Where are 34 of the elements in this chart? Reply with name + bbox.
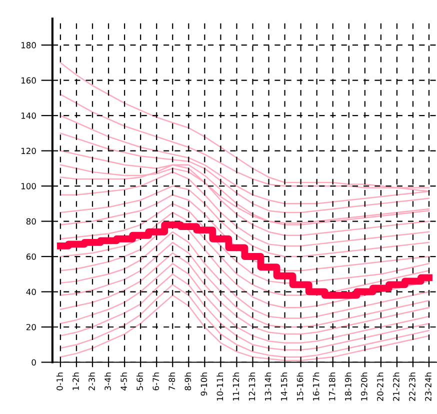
x-tick-label: 17-18h xyxy=(328,372,336,401)
x-tick-label: 2-3h xyxy=(88,372,95,390)
x-tick-label: 1-2h xyxy=(72,372,79,390)
y-tick-label: 120 xyxy=(21,148,36,154)
x-tick-label: 12-13h xyxy=(248,372,256,401)
x-tick-label: 14-15h xyxy=(280,372,288,401)
x-tick-label: 18-19h xyxy=(344,372,352,401)
x-tick-label: 20-21h xyxy=(376,372,384,401)
y-tick-label: 20 xyxy=(26,324,36,330)
x-tick-label: 16-17h xyxy=(312,372,320,401)
x-tick-label: 7-8h xyxy=(168,372,176,390)
x-tick-label: 8-9h xyxy=(184,372,192,390)
x-tick-label: 0-1h xyxy=(56,372,63,390)
x-tick-label: 19-20h xyxy=(360,372,368,401)
x-tick-label: 15-16h xyxy=(296,372,304,401)
x-tick-label: 10-11h xyxy=(216,372,224,401)
x-tick-label: 22-23h xyxy=(408,372,416,401)
y-tick-label: 60 xyxy=(26,254,36,260)
y-tick-label: 140 xyxy=(21,112,36,119)
x-tick-label: 4-5h xyxy=(120,372,127,390)
x-tick-label: 11-12h xyxy=(232,372,240,401)
x-tick-label: 23-24h xyxy=(424,372,432,401)
x-tick-label: 3-4h xyxy=(104,372,111,390)
y-tick-label: 0 xyxy=(32,359,36,366)
x-tick-label: 5-6h xyxy=(136,372,143,390)
y-tick-label: 180 xyxy=(21,42,36,48)
y-tick-label: 100 xyxy=(21,183,36,190)
x-tick-label: 21-22h xyxy=(392,372,400,401)
x-tick-label: 13-14h xyxy=(264,372,272,401)
y-tick-label: 160 xyxy=(21,77,36,84)
y-tick-label: 80 xyxy=(26,218,36,225)
y-tick-label: 40 xyxy=(26,288,36,296)
x-tick-label: 9-10h xyxy=(200,372,208,396)
x-tick-label: 6-7h xyxy=(152,372,160,390)
